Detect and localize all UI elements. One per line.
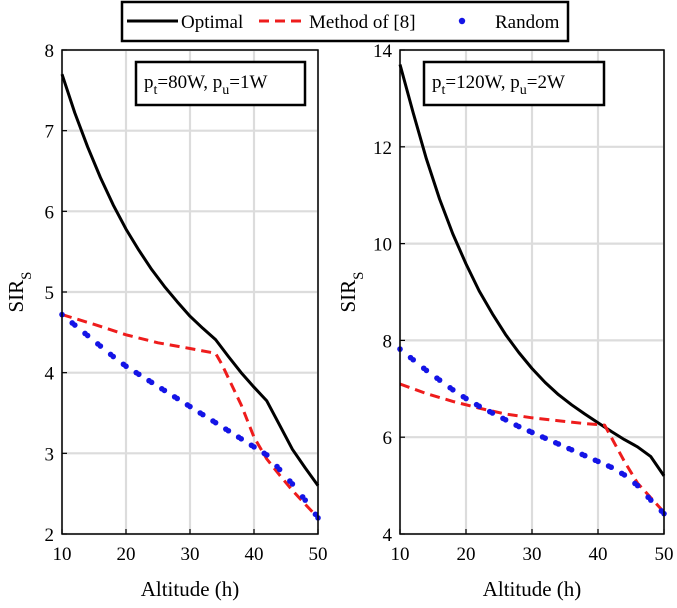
series-random-point: [423, 367, 430, 374]
series-random-point: [289, 481, 296, 487]
y-axis-label-main: SIR: [4, 280, 28, 313]
legend-optimal-label: Optimal: [181, 12, 243, 33]
series-random-point: [174, 395, 180, 402]
series-random-point: [436, 377, 443, 383]
parameter-box: [422, 60, 606, 107]
series-random-point: [212, 419, 219, 426]
y-axis-label: SIRS: [336, 271, 367, 312]
y-tick-label: 2: [45, 525, 55, 546]
series-random-point: [568, 446, 575, 453]
parameter-text: pt=120W, pu=2W: [432, 72, 565, 98]
series-method-of-8-line: [399, 382, 666, 514]
x-tick-label: 10: [391, 544, 410, 565]
series-random-point: [72, 322, 78, 328]
series-random-point: [251, 444, 257, 450]
series-random-point: [634, 482, 641, 489]
y-tick-label: 3: [45, 444, 55, 465]
y-tick-label: 7: [45, 122, 55, 143]
series-random-line: [397, 346, 667, 517]
series-random-point: [489, 410, 496, 416]
x-axis-label: Altitude (h): [483, 577, 582, 601]
x-tick-label: 30: [181, 544, 200, 565]
parameter-text: pt=80W, pu=1W: [144, 72, 268, 98]
y-axis-label-subscript: S: [19, 271, 35, 279]
legend-random-label: Random: [495, 12, 560, 33]
series-random-point: [502, 416, 509, 423]
y-tick-label: 6: [383, 428, 393, 449]
y-tick-label: 4: [383, 525, 393, 546]
series-random-point: [264, 452, 270, 458]
series-random-point: [595, 458, 601, 465]
series-random-point: [450, 386, 456, 393]
y-tick-label: 5: [45, 283, 55, 304]
series-random-point: [84, 332, 91, 339]
series-random-point: [621, 472, 628, 478]
y-tick-label: 12: [373, 138, 392, 159]
series-random-point: [238, 436, 244, 442]
legend-box: [120, 0, 570, 43]
series-optimal-line: [398, 64, 666, 477]
series-random-point: [555, 441, 562, 447]
x-axis-label: Altitude (h): [141, 577, 240, 601]
y-tick-label: 4: [45, 364, 55, 385]
series-random-point: [410, 356, 417, 363]
series-method-of-8-line: [61, 313, 320, 519]
series-random-point: [123, 363, 129, 370]
series-random-point: [136, 371, 142, 378]
y-axis-label-subscript: S: [351, 271, 367, 279]
x-tick-label: 50: [309, 544, 328, 565]
series-random-point: [516, 423, 522, 430]
y-tick-label: 8: [383, 331, 393, 352]
x-tick-label: 20: [117, 544, 136, 565]
series-random-point: [648, 497, 654, 503]
x-tick-label: 40: [589, 544, 608, 565]
series-random-point: [110, 353, 116, 360]
legend-random-swatch: [458, 17, 466, 25]
y-axis-label-main: SIR: [336, 280, 360, 313]
series-random-point: [529, 429, 535, 436]
series-random-point: [187, 403, 193, 410]
y-tick-label: 6: [45, 202, 55, 223]
series-random-line: [59, 311, 321, 521]
parameter-box: [134, 60, 307, 107]
x-tick-label: 10: [53, 544, 72, 565]
x-tick-label: 20: [457, 544, 476, 565]
series-random-point: [97, 343, 104, 349]
series-random-point: [542, 435, 548, 441]
series-optimal-line: [60, 73, 320, 487]
series-random-point: [582, 452, 588, 459]
x-tick-label: 40: [245, 544, 264, 565]
y-tick-label: 14: [373, 41, 393, 62]
y-tick-label: 10: [373, 235, 392, 256]
y-axis-label: SIRS: [4, 271, 35, 312]
series-random-point: [148, 379, 155, 386]
series-random-point: [161, 387, 168, 394]
series-random-point: [302, 497, 309, 503]
y-tick-label: 8: [45, 41, 55, 62]
series-random-point: [225, 427, 232, 434]
legend: Optimal Method of [8] Random: [120, 0, 570, 43]
legend-method-of-8-label: Method of [8]: [309, 12, 416, 33]
series-random-point: [276, 466, 283, 473]
series-random-point: [463, 395, 469, 402]
x-tick-label: 50: [655, 544, 674, 565]
series-random-point: [608, 464, 614, 471]
series-random-point: [200, 411, 206, 418]
series-random-point: [476, 403, 483, 410]
x-tick-label: 30: [523, 544, 542, 565]
